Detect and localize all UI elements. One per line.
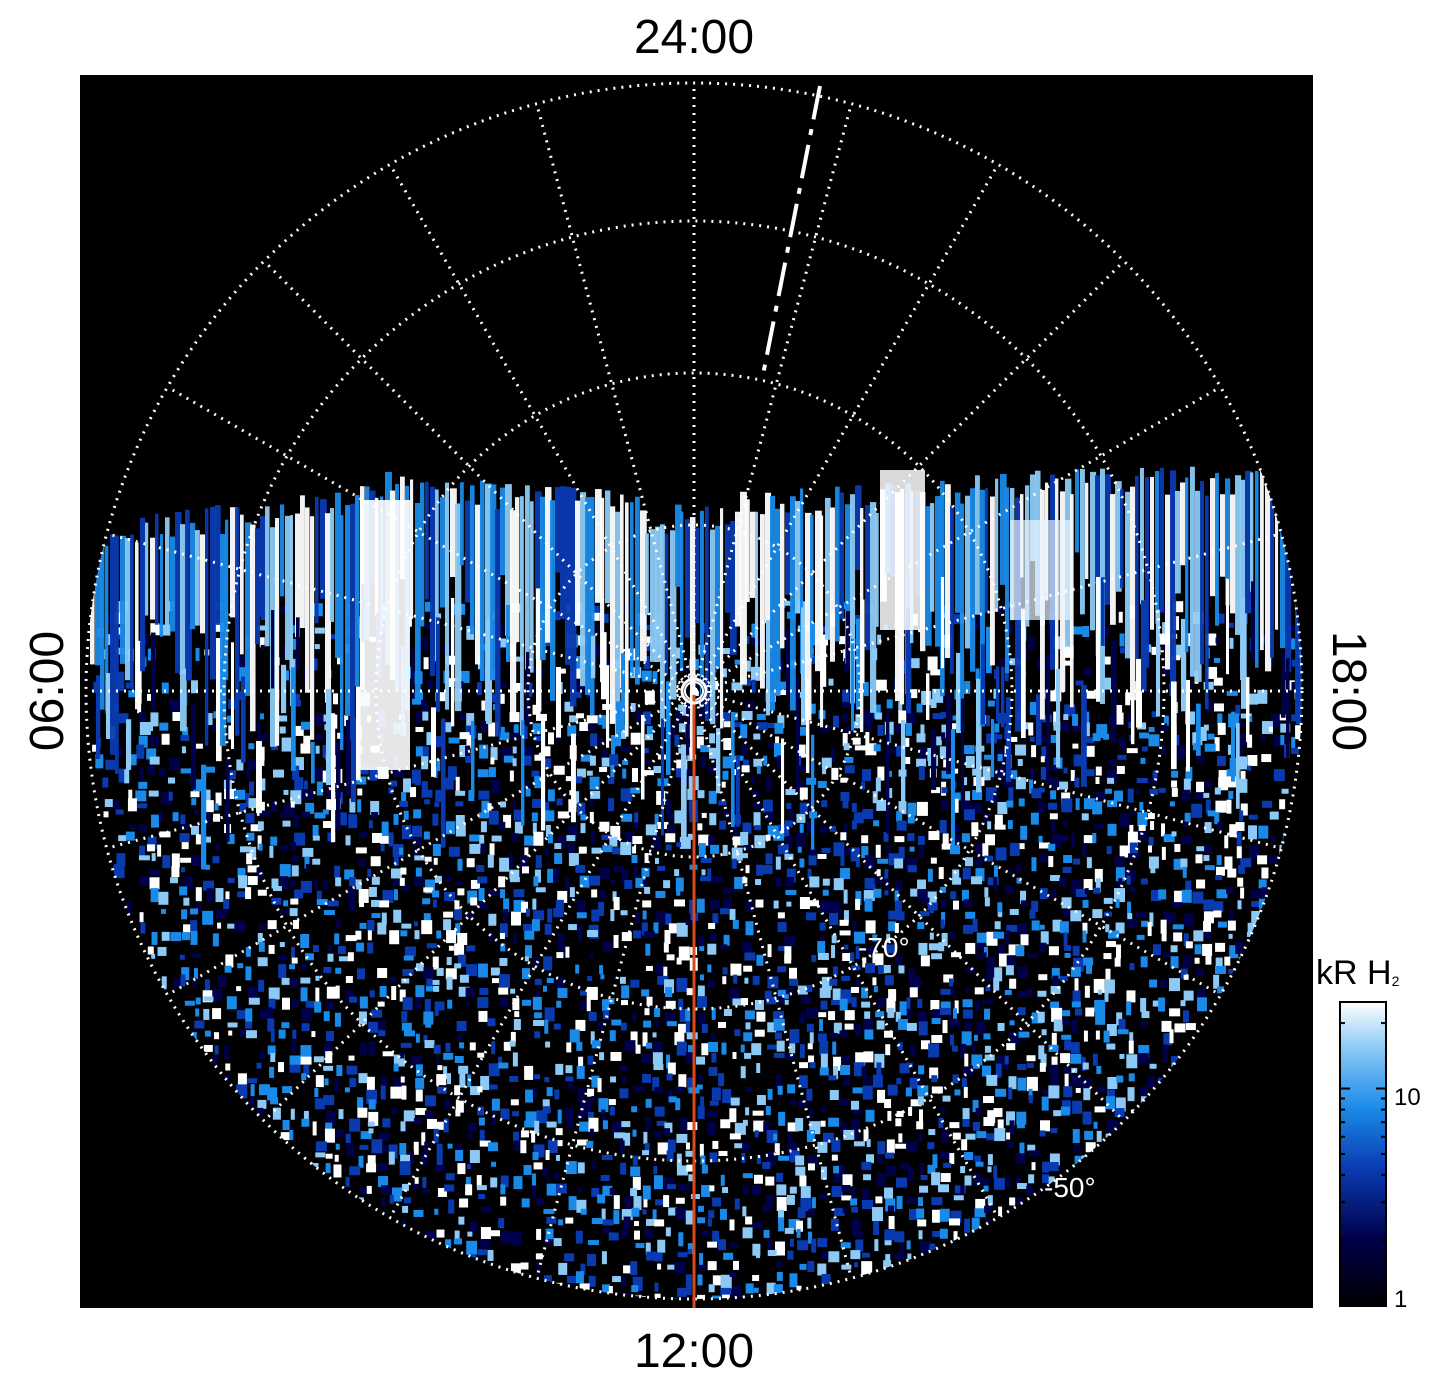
colorbar-unit-main: kR H <box>1316 954 1392 992</box>
colorbar-unit-label: kR H2 <box>1316 954 1399 993</box>
latitude-label-50: -50° <box>1044 1172 1096 1203</box>
dashed-reference-meridian <box>760 85 822 381</box>
colorbar-tick-label-10: 10 <box>1394 1084 1421 1111</box>
local-time-label-18: 18:00 <box>1322 630 1375 752</box>
local-time-label-12: 12:00 <box>633 1325 755 1378</box>
local-time-label-24: 24:00 <box>633 11 755 64</box>
latitude-longitude-grid <box>84 81 1304 1301</box>
pole-marker <box>680 677 708 705</box>
colorbar <box>1339 1001 1387 1307</box>
colorbar-unit-subscript: 2 <box>1391 973 1400 989</box>
auroral-oval-emission <box>90 465 1302 870</box>
colorbar-ticks <box>1340 1022 1386 1307</box>
colorbar-gradient <box>1339 1001 1387 1307</box>
colorbar-tick-label-1: 1 <box>1394 1286 1408 1313</box>
local-time-label-06: 06:00 <box>21 630 74 752</box>
latitude-label-70: -70° <box>858 932 910 963</box>
